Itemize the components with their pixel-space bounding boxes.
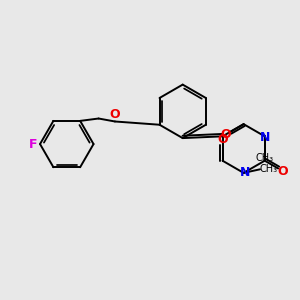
Text: O: O	[278, 165, 288, 178]
Text: F: F	[29, 138, 38, 151]
Text: N: N	[240, 167, 250, 179]
Text: O: O	[217, 134, 228, 146]
Text: O: O	[110, 108, 120, 122]
Text: CH₃: CH₃	[256, 153, 274, 163]
Text: CH₃: CH₃	[259, 164, 278, 174]
Text: O: O	[220, 128, 231, 141]
Text: N: N	[260, 131, 270, 144]
